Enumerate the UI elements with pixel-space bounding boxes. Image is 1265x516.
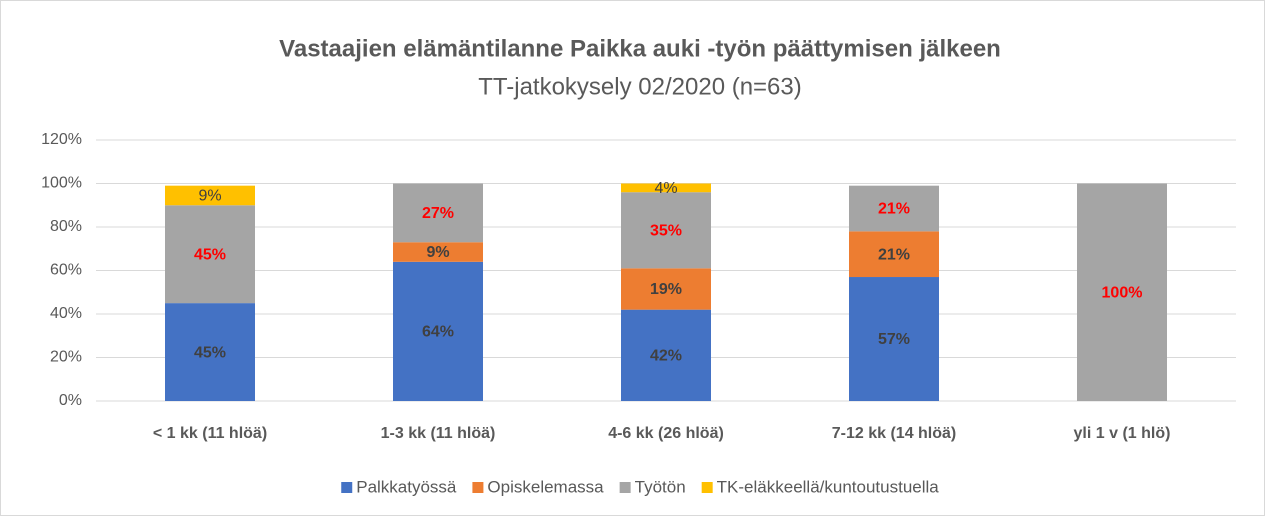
data-label: 45% — [194, 344, 226, 361]
bar-segment — [621, 192, 711, 269]
bar-segment — [165, 205, 255, 304]
data-label: 9% — [198, 188, 221, 205]
y-tick-label: 0% — [59, 392, 82, 409]
bar-segment — [621, 268, 711, 310]
y-tick-label: 100% — [41, 175, 82, 192]
legend-label: Palkkatyössä — [356, 477, 457, 496]
data-label: 100% — [1102, 284, 1143, 301]
data-label: 27% — [422, 205, 454, 222]
bar-segment — [849, 277, 939, 401]
legend-swatch — [472, 482, 484, 493]
data-label: 57% — [878, 331, 910, 348]
legend-label: TK-eläkkeellä/kuntoutustuella — [717, 477, 940, 496]
bar-segment — [849, 185, 939, 232]
y-tick-label: 20% — [50, 349, 82, 366]
bar-segment — [1077, 183, 1167, 401]
bar-segment — [165, 185, 255, 206]
x-tick-label: < 1 kk (11 hlöä) — [153, 425, 267, 442]
bar-segment — [621, 183, 711, 193]
legend-swatch — [619, 482, 631, 493]
y-tick-label: 120% — [41, 131, 82, 148]
data-label: 9% — [426, 244, 449, 261]
bar-segment — [393, 183, 483, 243]
x-tick-label: 1-3 kk (11 hlöä) — [381, 425, 496, 442]
legend-swatch — [341, 482, 353, 493]
data-label: 35% — [650, 222, 682, 239]
legend-swatch — [701, 482, 713, 493]
data-label: 19% — [650, 281, 682, 298]
bar-segment — [165, 303, 255, 401]
legend-label: Työtön — [635, 477, 686, 496]
bar-segment — [621, 309, 711, 401]
data-label: 64% — [422, 324, 454, 341]
x-tick-label: 4-6 kk (26 hlöä) — [608, 425, 724, 442]
bar-segment — [393, 261, 483, 401]
data-label: 4% — [654, 180, 677, 197]
y-tick-label: 40% — [50, 305, 82, 322]
data-label: 42% — [650, 348, 682, 365]
data-label: 21% — [878, 246, 910, 263]
data-label: 45% — [194, 246, 226, 263]
chart-subtitle: TT-jatkokysely 02/2020 (n=63) — [478, 73, 802, 100]
legend-label: Opiskelemassa — [487, 477, 604, 496]
bar-segment — [393, 242, 483, 262]
bar-segment — [849, 231, 939, 278]
y-tick-label: 60% — [50, 262, 82, 279]
data-label: 21% — [878, 201, 910, 218]
x-tick-label: yli 1 v (1 hlö) — [1074, 425, 1171, 442]
chart-title: Vastaajien elämäntilanne Paikka auki -ty… — [279, 35, 1001, 62]
y-tick-label: 80% — [50, 218, 82, 235]
x-tick-label: 7-12 kk (14 hlöä) — [832, 425, 957, 442]
